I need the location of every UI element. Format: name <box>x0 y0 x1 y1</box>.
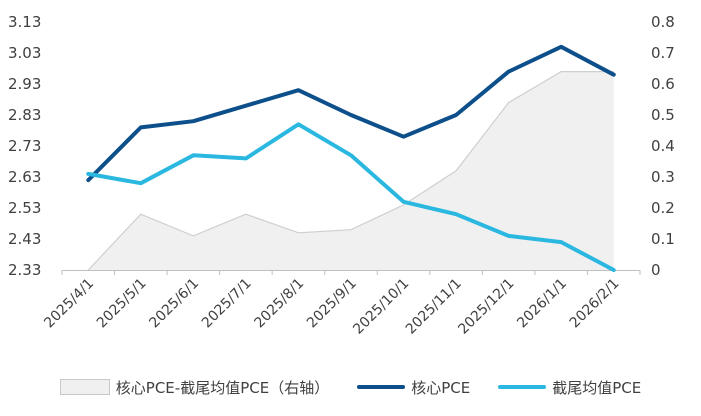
area-series-diff-outline <box>87 70 614 271</box>
legend: 核心PCE-截尾均值PCE（右轴） 核心PCE 截尾均值PCE <box>0 372 701 402</box>
x-axis-tick-label: 2025/8/1 <box>251 276 307 332</box>
x-axis-tick-label: 2025/6/1 <box>146 276 202 332</box>
x-axis-tick-label: 2026/2/1 <box>567 276 623 332</box>
legend-item-diff: 核心PCE-截尾均值PCE（右轴） <box>59 377 330 398</box>
left-axis-tick-label: 2.33 <box>8 261 41 279</box>
left-axis-tick-label: 2.83 <box>8 106 41 124</box>
left-axis-tick-label: 2.53 <box>8 199 41 217</box>
x-axis-tick-label: 2025/11/1 <box>403 276 465 338</box>
area-series-diff <box>88 71 614 270</box>
x-axis-tick-label: 2025/7/1 <box>199 276 255 332</box>
right-axis-tick-label: 0.8 <box>651 13 675 31</box>
legend-item-core: 核心PCE <box>357 377 470 398</box>
line-series-trimmed-pce <box>86 122 616 272</box>
x-axis-tick-label: 2026/1/1 <box>514 276 570 332</box>
right-axis-tick-label: 0.6 <box>651 75 675 93</box>
x-axis-tick-label: 2025/10/1 <box>350 276 412 338</box>
axes-layer <box>61 270 641 275</box>
x-axis-tick-label: 2025/5/1 <box>94 276 150 332</box>
right-axis-tick-label: 0 <box>651 261 661 279</box>
legend-swatch-core <box>357 385 406 389</box>
area-layer <box>87 70 614 271</box>
left-axis-tick-label: 3.03 <box>8 44 41 62</box>
left-axis-tick-label: 2.93 <box>8 75 41 93</box>
legend-item-trimmed: 截尾均值PCE <box>498 377 641 398</box>
line-layer <box>86 44 616 272</box>
right-axis-tick-label: 0.3 <box>651 168 675 186</box>
legend-swatch-area <box>59 379 110 395</box>
legend-label-core: 核心PCE <box>411 378 471 397</box>
x-axis-tick-label: 2025/9/1 <box>304 276 360 332</box>
right-axis-tick-label: 0.5 <box>651 106 675 124</box>
legend-label-diff: 核心PCE-截尾均值PCE（右轴） <box>115 378 330 397</box>
right-axis-tick-label: 0.7 <box>651 44 675 62</box>
left-axis-tick-label: 3.13 <box>8 13 41 31</box>
legend-label-trimmed: 截尾均值PCE <box>552 378 642 397</box>
right-axis-tick-label: 0.4 <box>651 137 675 155</box>
x-axis-tick-label: 2025/12/1 <box>455 276 517 338</box>
left-axis-tick-label: 2.73 <box>8 137 41 155</box>
right-axis-tick-label: 0.1 <box>651 230 675 248</box>
right-axis-tick-label: 0.2 <box>651 199 675 217</box>
line-series-core-pce <box>86 44 616 183</box>
left-axis-tick-label: 2.43 <box>8 230 41 248</box>
legend-swatch-trimmed <box>498 385 547 389</box>
left-axis-tick-label: 2.63 <box>8 168 41 186</box>
x-axis-tick-label: 2025/4/1 <box>41 276 97 332</box>
